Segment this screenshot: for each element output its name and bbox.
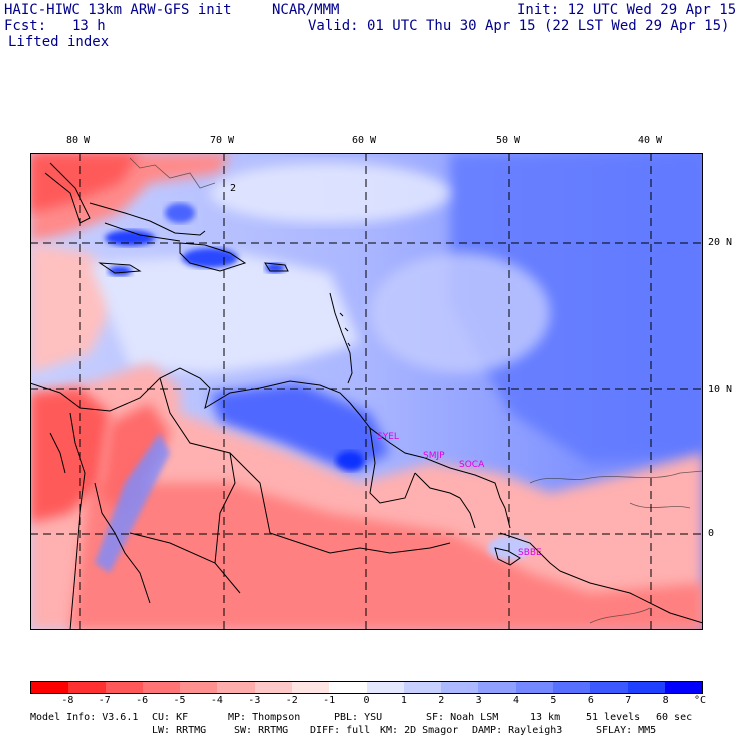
lon-label-50w: 50 W (496, 135, 521, 146)
colorbar-swatch (403, 682, 442, 693)
station-sbbe: SBBE (518, 548, 542, 558)
lon-label-70w: 70 W (210, 135, 235, 146)
footer-lw: LW: RRTMG (152, 725, 207, 736)
colorbar-tick-label: 5 (550, 695, 557, 706)
footer-resolution: 13 km (530, 712, 561, 723)
colorbar-tick-label: -7 (98, 695, 111, 706)
colorbar-tick-label: 2 (438, 695, 445, 706)
colorbar-swatch (552, 682, 591, 693)
lifted-index-map: 2 (30, 153, 703, 630)
valid-time: Valid: 01 UTC Thu 30 Apr 15 (22 LST Wed … (308, 18, 730, 34)
colorbar-tick-label: 7 (625, 695, 632, 706)
lon-label-80w: 80 W (66, 135, 91, 146)
colorbar-swatch (180, 682, 218, 693)
init-time: Init: 12 UTC Wed 29 Apr 15 (517, 2, 737, 18)
colorbar-swatch (329, 682, 367, 693)
footer-sf: SF: Noah LSM (426, 712, 499, 723)
colorbar-swatch (105, 682, 143, 693)
colorbar-swatch (627, 682, 665, 693)
lon-label-40w: 40 W (638, 135, 663, 146)
footer-model-info: Model Info: V3.6.1 (30, 712, 139, 723)
lat-label-20n: 20 N (708, 237, 733, 248)
colorbar-swatch (664, 682, 703, 693)
footer-mp: MP: Thompson (228, 712, 301, 723)
station-syel: SYEL (377, 432, 399, 442)
field-name: Lifted index (8, 34, 110, 50)
colorbar-swatch (142, 682, 181, 693)
footer-sflay: SFLAY: MM5 (596, 725, 657, 736)
colorbar-tick-label: 6 (587, 695, 594, 706)
colorbar-tick-label: -8 (61, 695, 74, 706)
footer-diff: DIFF: full (310, 725, 371, 736)
colorbar-swatch (478, 682, 516, 693)
forecast-label: Fcst: (4, 18, 47, 34)
colorbar-tick-label: 1 (400, 695, 407, 706)
colorbar-tick-label: -1 (323, 695, 336, 706)
lat-label-0: 0 (708, 528, 715, 539)
colorbar-tick-label: 0 (363, 695, 370, 706)
colorbar-swatch (291, 682, 330, 693)
colorbar-swatch (441, 682, 479, 693)
footer-levels: 51 levels (586, 712, 641, 723)
footer-sw: SW: RRTMG (234, 725, 289, 736)
footer-km: KM: 2D Smagor (380, 725, 459, 736)
colorbar-tick-label: -3 (248, 695, 261, 706)
station-soca: SOCA (459, 460, 485, 470)
colorbar-swatch (31, 682, 69, 693)
lon-label-60w: 60 W (352, 135, 377, 146)
colorbar-swatch (515, 682, 553, 693)
colorbar-tick-label: 8 (662, 695, 669, 706)
colorbar-swatch (254, 682, 292, 693)
org-label: NCAR/MMM (272, 2, 340, 18)
colorbar-swatch (68, 682, 106, 693)
colorbar-tick-label: -6 (136, 695, 149, 706)
station-smjp: SMJP (423, 451, 445, 461)
colorbar-tick-label: 3 (475, 695, 482, 706)
colorbar-tick-label: -5 (173, 695, 186, 706)
colorbar-tick-label: -2 (285, 695, 298, 706)
colorbar-tick-label: 4 (513, 695, 520, 706)
forecast-hour: 13 h (72, 18, 106, 34)
colorbar (30, 681, 703, 694)
colorbar-swatch (217, 682, 255, 693)
colorbar-swatch (590, 682, 628, 693)
model-title: HAIC-HIWC 13km ARW-GFS init (4, 2, 232, 18)
footer-timestep: 60 sec (656, 712, 693, 723)
colorbar-tick-label: -4 (210, 695, 223, 706)
lat-label-10n: 10 N (708, 384, 733, 395)
colorbar-unit: °C (694, 695, 707, 706)
contour-label: 2 (230, 183, 236, 194)
footer-damp: DAMP: Rayleigh3 (472, 725, 563, 736)
footer-pbl: PBL: YSU (334, 712, 383, 723)
colorbar-swatch (366, 682, 404, 693)
footer-cu: CU: KF (152, 712, 189, 723)
